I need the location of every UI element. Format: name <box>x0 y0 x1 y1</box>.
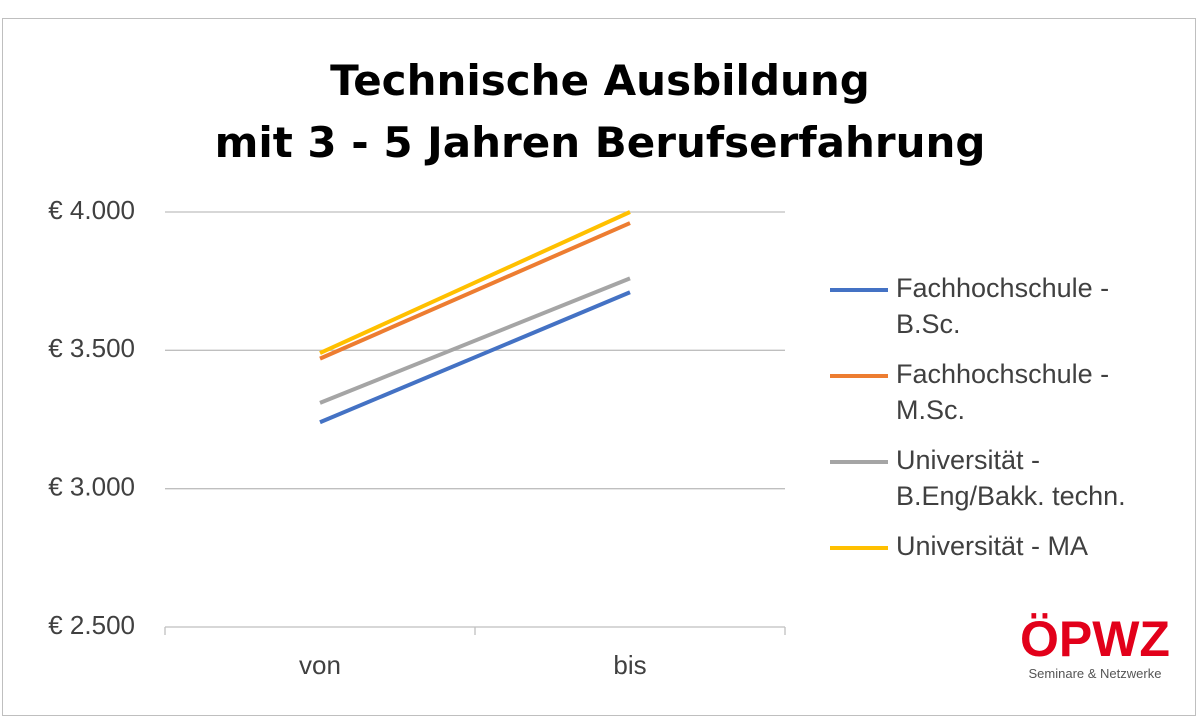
series-line <box>319 276 631 405</box>
legend-item: Fachhochschule - B.Sc. <box>830 270 1190 342</box>
legend-item: Fachhochschule - M.Sc. <box>830 356 1190 428</box>
y-tick-label: € 3.000 <box>48 472 135 502</box>
legend-swatch <box>830 460 888 464</box>
legend: Fachhochschule - B.Sc. Fachhochschule - M… <box>830 270 1190 578</box>
chart-title: Technische Ausbildung mit 3 - 5 Jahren B… <box>214 56 986 167</box>
legend-label: Fachhochschule - B.Sc. <box>896 273 1110 339</box>
legend-label: Universität - MA <box>896 531 1089 561</box>
series-line <box>319 221 631 361</box>
legend-swatch <box>830 374 888 378</box>
y-tick-label: € 3.500 <box>48 333 135 363</box>
legend-label: Fachhochschule - M.Sc. <box>896 359 1110 425</box>
series-line <box>319 210 631 355</box>
x-tick-label: bis <box>613 650 646 680</box>
legend-label: Universität - B.Eng/Bakk. techn. <box>896 445 1126 511</box>
frame <box>2 18 1196 716</box>
series-line <box>319 290 631 425</box>
y-tick-label: € 2.500 <box>48 610 135 640</box>
legend-swatch <box>830 546 888 550</box>
y-tick-label: € 4.000 <box>48 195 135 225</box>
x-tick-label: von <box>299 650 341 680</box>
logo: ÖPWZ Seminare & Netzwerke <box>1000 612 1190 681</box>
legend-item: Universität - B.Eng/Bakk. techn. <box>830 442 1190 514</box>
logo-tagline: Seminare & Netzwerke <box>1028 666 1162 681</box>
logo-text: ÖPWZ <box>1020 611 1170 667</box>
legend-item: Universität - MA <box>830 528 1190 564</box>
legend-swatch <box>830 288 888 292</box>
